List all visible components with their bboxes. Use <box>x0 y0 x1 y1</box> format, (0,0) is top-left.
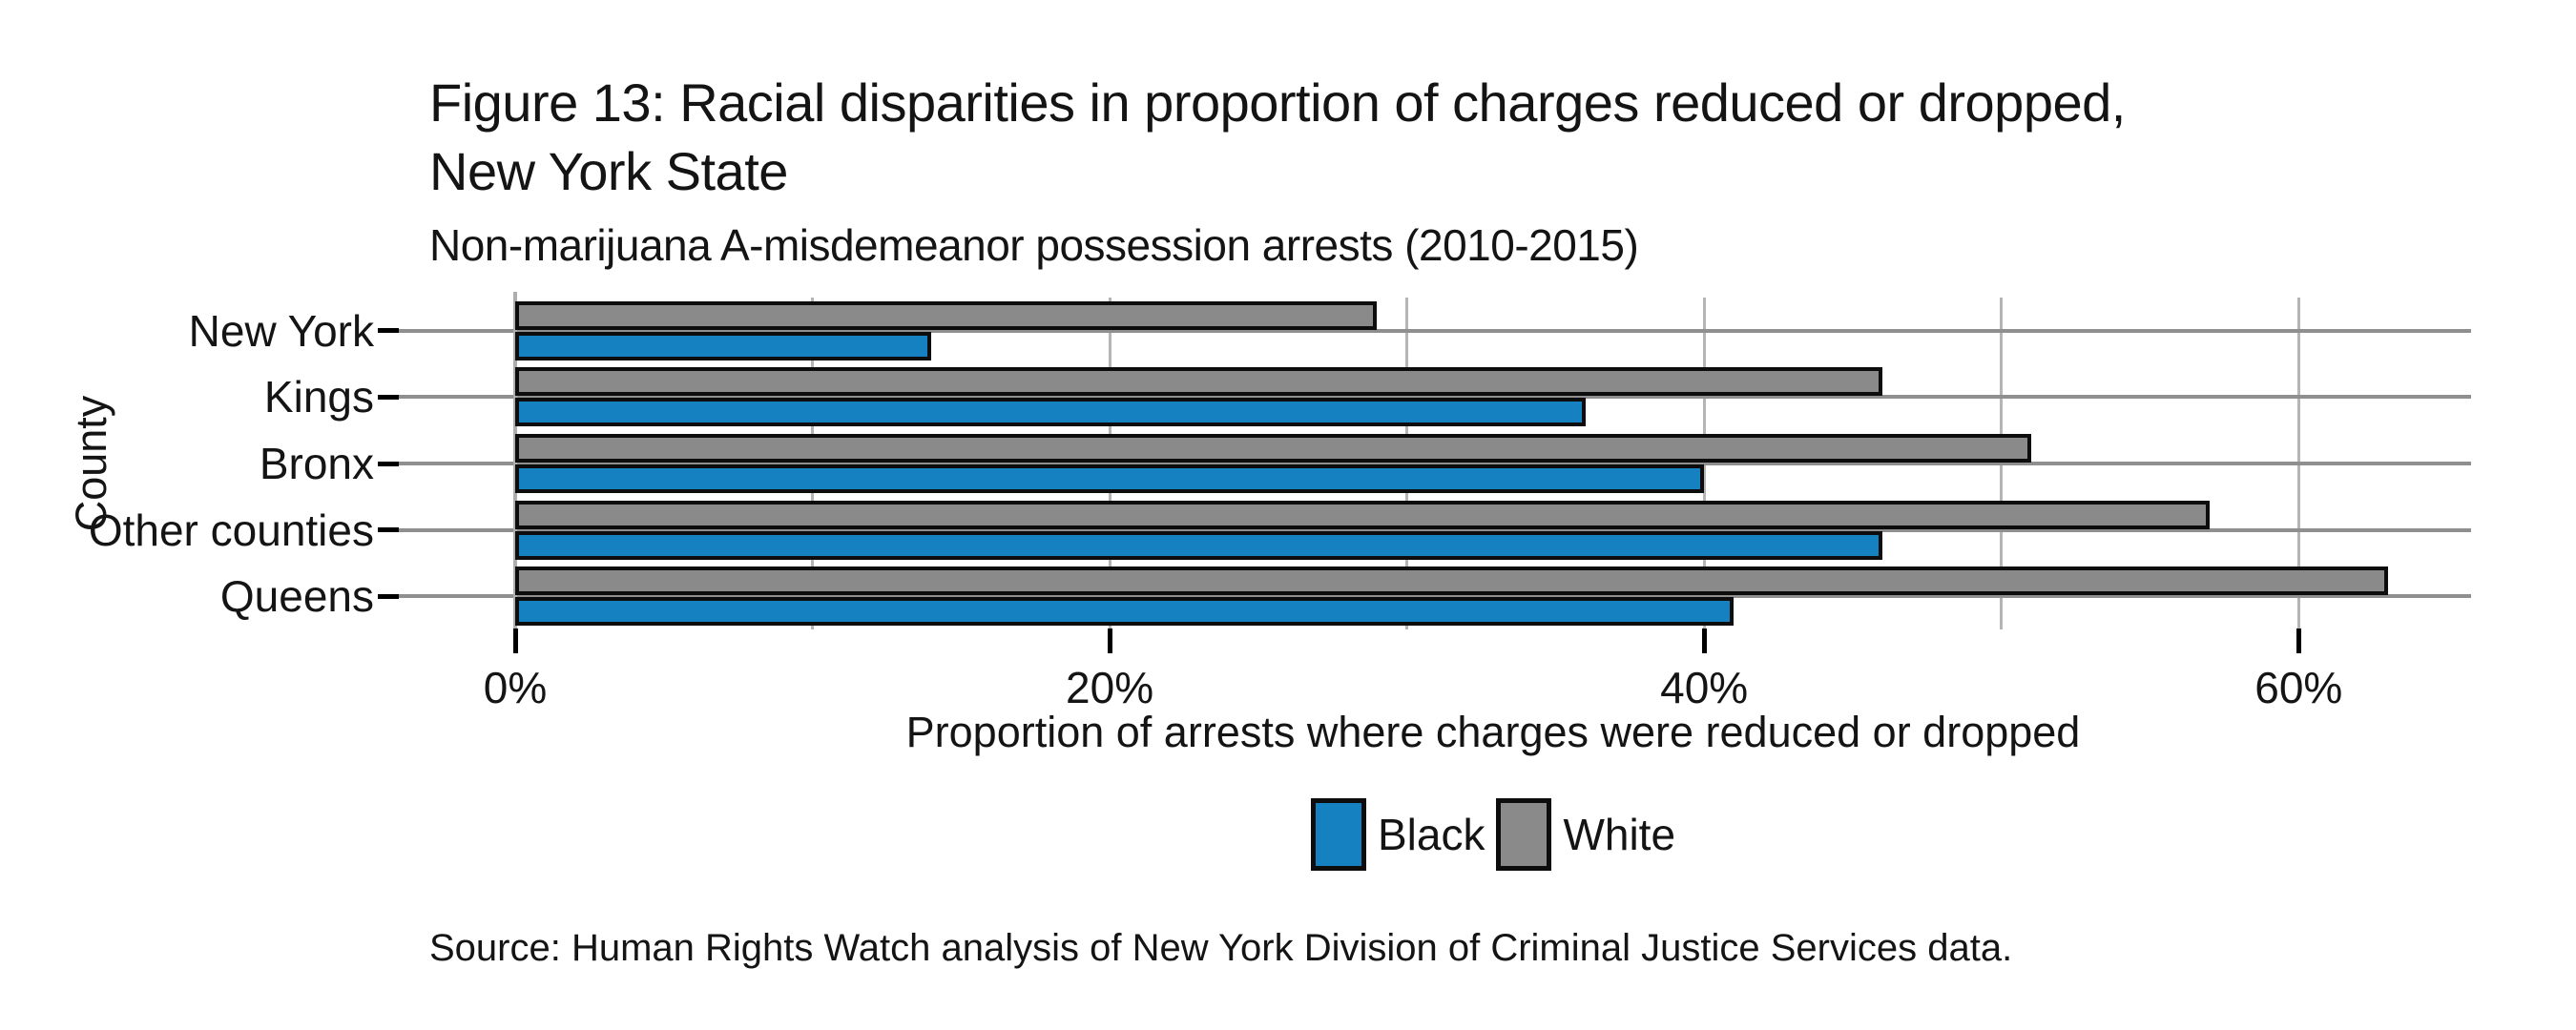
x-axis-title: Proportion of arrests where charges were… <box>905 708 2081 756</box>
x-tick-label-20: 20% <box>1066 663 1154 712</box>
legend-key-black <box>1310 798 1366 871</box>
x-tick-60 <box>2296 628 2301 653</box>
legend-item-white: White <box>1496 798 1675 871</box>
chart-subtitle: Non-marijuana A-misdemeanor possession a… <box>429 220 1639 270</box>
gridline-y-other-counties <box>399 527 2471 532</box>
chart-title-line2: New York State <box>429 141 788 201</box>
x-tick-0 <box>512 628 518 653</box>
category-label-kings: Kings <box>263 372 374 422</box>
bar-black-kings <box>515 398 1586 427</box>
category-label-new-york: New York <box>188 305 374 356</box>
x-tick-label-0: 0% <box>483 663 548 712</box>
gridline-y-bronx <box>399 462 2471 465</box>
x-tick-20 <box>1107 628 1112 653</box>
category-label-other-counties: Other counties <box>88 505 374 555</box>
legend-label-black: Black <box>1377 810 1485 859</box>
y-axis-line <box>513 292 517 633</box>
y-tick-new-york <box>378 328 399 334</box>
x-tick-label-60: 60% <box>2254 663 2343 712</box>
gridline-y-new-york <box>399 328 2471 333</box>
y-tick-other-counties <box>378 527 399 533</box>
chart-title: Figure 13: Racial disparities in proport… <box>429 69 2126 206</box>
y-tick-kings <box>378 394 399 400</box>
chart-title-line1: Figure 13: Racial disparities in proport… <box>429 72 2126 133</box>
y-tick-queens <box>378 593 399 599</box>
legend-item-black: Black <box>1310 798 1485 871</box>
bar-black-new-york <box>515 331 932 360</box>
bar-white-other-counties <box>515 500 2210 529</box>
bar-black-bronx <box>515 464 1705 493</box>
bar-white-kings <box>515 367 1883 397</box>
bar-white-bronx <box>515 434 2031 463</box>
legend: Black White <box>515 793 2471 876</box>
bar-white-queens <box>515 566 2388 596</box>
source-note: Source: Human Rights Watch analysis of N… <box>429 927 2013 969</box>
gridline-y-kings <box>399 395 2471 400</box>
y-tick-bronx <box>378 461 399 466</box>
legend-label-white: White <box>1563 810 1676 859</box>
category-label-queens: Queens <box>219 571 374 622</box>
category-label-bronx: Bronx <box>259 439 374 488</box>
bar-white-new-york <box>515 300 1378 330</box>
x-tick-40 <box>1701 628 1707 653</box>
x-tick-label-40: 40% <box>1660 663 1749 712</box>
gridline-y-queens <box>399 594 2471 599</box>
legend-key-white <box>1496 798 1552 871</box>
bar-black-queens <box>515 597 1735 627</box>
bar-black-other-counties <box>515 530 1883 560</box>
